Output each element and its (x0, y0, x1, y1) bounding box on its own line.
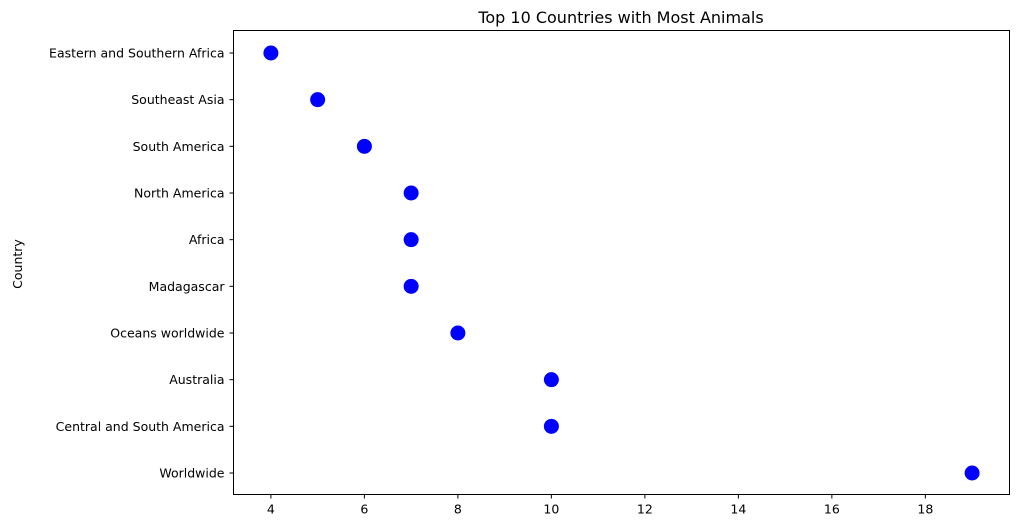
y-tick-label: Worldwide (159, 466, 224, 481)
y-axis-label: Country (10, 239, 25, 289)
data-point (403, 232, 419, 248)
x-tick-label: 18 (917, 502, 933, 517)
y-tick-label: Central and South America (56, 419, 225, 434)
data-point (403, 278, 419, 294)
x-axis: 4 6 8 10 12 14 16 18 (267, 494, 933, 517)
data-point (403, 185, 419, 201)
x-tick-label: 14 (730, 502, 746, 517)
y-tick-label: Oceans worldwide (110, 326, 225, 341)
y-tick-label: South America (133, 139, 225, 154)
x-tick-label: 16 (824, 502, 840, 517)
y-tick-label: North America (134, 186, 225, 201)
plot-frame (233, 30, 1010, 495)
x-tick-label: 10 (543, 502, 559, 517)
chart-title: Top 10 Countries with Most Animals (477, 8, 763, 27)
x-tick-label: 12 (637, 502, 653, 517)
data-point (450, 325, 466, 341)
data-point (310, 92, 326, 108)
y-tick-label: Africa (189, 232, 225, 247)
y-axis: Eastern and Southern Africa Southeast Asi… (49, 46, 234, 481)
y-tick-label: Southeast Asia (131, 92, 224, 107)
data-points (263, 45, 980, 481)
data-point (964, 465, 980, 481)
y-tick-label: Eastern and Southern Africa (49, 46, 224, 61)
data-point (543, 372, 559, 388)
data-point (356, 138, 372, 154)
x-tick-label: 6 (360, 502, 368, 517)
data-point (543, 418, 559, 434)
data-point (263, 45, 279, 61)
x-tick-label: 8 (454, 502, 462, 517)
y-tick-label: Australia (169, 372, 224, 387)
x-tick-label: 4 (267, 502, 275, 517)
y-tick-label: Madagascar (149, 279, 226, 294)
